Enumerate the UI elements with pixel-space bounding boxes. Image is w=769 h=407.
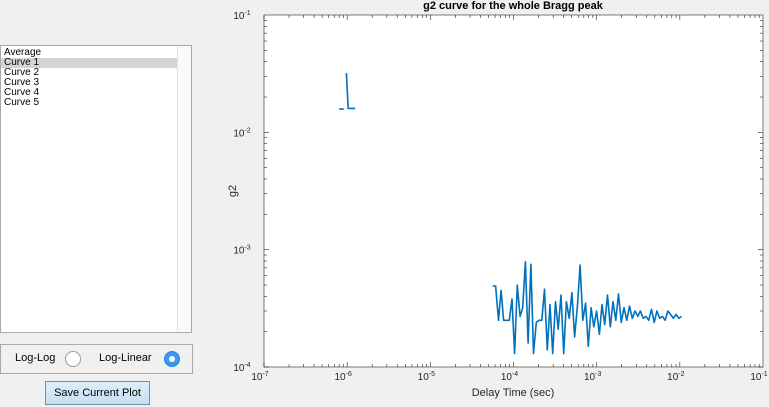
y-tick-label: 10-4 [233, 362, 250, 374]
x-axis-label: Delay Time (sec) [472, 387, 555, 399]
x-tick-label: 10-6 [334, 371, 351, 383]
list-item-average[interactable]: Average [4, 47, 42, 58]
list-item-curve-2[interactable]: Curve 2 [4, 67, 40, 78]
y-tick-label: 10-3 [233, 245, 250, 257]
radio-selected-dot [169, 356, 175, 362]
chart-title: g2 curve for the whole Bragg peak [423, 0, 604, 12]
y-tick-label: 10-2 [233, 127, 250, 139]
y-axis-label: g2 [227, 185, 239, 197]
x-tick-label: 10-2 [667, 371, 684, 383]
x-tick-label: 10-7 [251, 371, 268, 383]
series-line-segment [345, 73, 356, 110]
list-scrollbar[interactable] [177, 46, 191, 332]
x-tick-label: 10-1 [750, 371, 767, 383]
axis-ticks: 10-7 10-6 10-5 10-4 10-3 10-2 10-1 10-4 10-3 10-2… [233, 10, 767, 383]
curve-listbox[interactable]: Average Curve 1 Curve 2 Curve 3 Curve 4 … [0, 45, 192, 333]
save-current-plot-button[interactable]: Save Current Plot [45, 381, 150, 405]
log-log-label: Log-Log [15, 352, 56, 364]
x-tick-label: 10-5 [418, 371, 435, 383]
curve-list-items: Average Curve 1 Curve 2 Curve 3 Curve 4 … [1, 48, 178, 108]
scale-radio-group: Log-Log Log-Linear [0, 344, 193, 374]
series-line-segment [492, 260, 683, 355]
series-layer [339, 73, 683, 355]
x-tick-label: 10-3 [584, 371, 601, 383]
list-item-curve-3[interactable]: Curve 3 [4, 77, 40, 88]
x-tick-label: 10-4 [501, 371, 518, 383]
list-item-curve-5[interactable]: Curve 5 [4, 97, 40, 108]
log-linear-radio[interactable] [164, 351, 180, 367]
list-item-curve-1[interactable]: Curve 1 [1, 58, 178, 68]
log-linear-label: Log-Linear [99, 352, 152, 364]
list-item-curve-4[interactable]: Curve 4 [4, 87, 40, 98]
log-log-radio[interactable] [65, 351, 81, 367]
y-tick-label: 10-1 [233, 10, 250, 22]
